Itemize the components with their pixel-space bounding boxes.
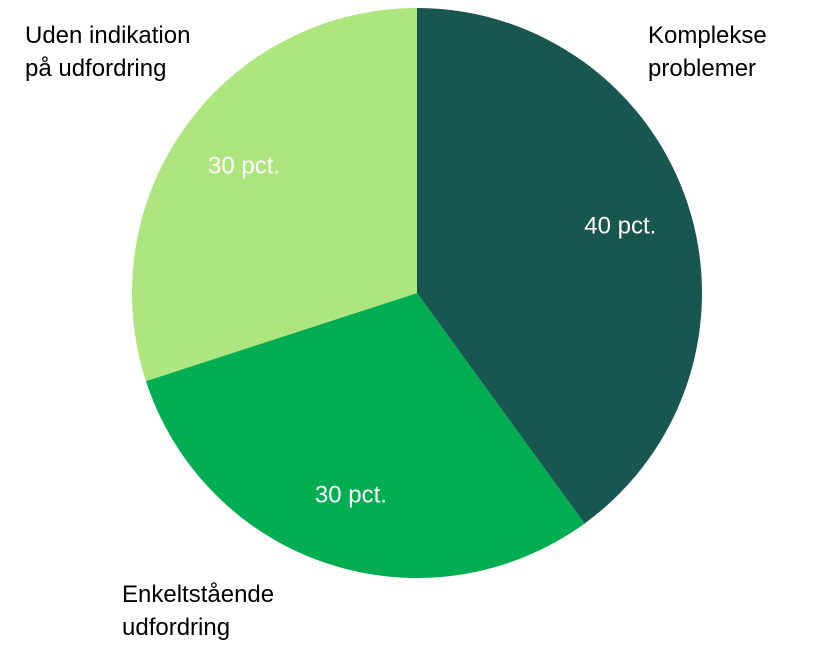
value-label: 40 pct.: [584, 212, 656, 239]
pie-slice: [145, 293, 585, 578]
value-label: 30 pct.: [315, 482, 387, 509]
pie-slice: [131, 8, 417, 382]
category-label: Uden indikation på udfordring: [25, 22, 191, 82]
pie-slice: [417, 8, 702, 524]
value-label: 30 pct.: [208, 153, 280, 180]
category-label: Komplekse problemer: [648, 22, 767, 82]
category-label: Enkeltstående udfordring: [122, 581, 275, 641]
